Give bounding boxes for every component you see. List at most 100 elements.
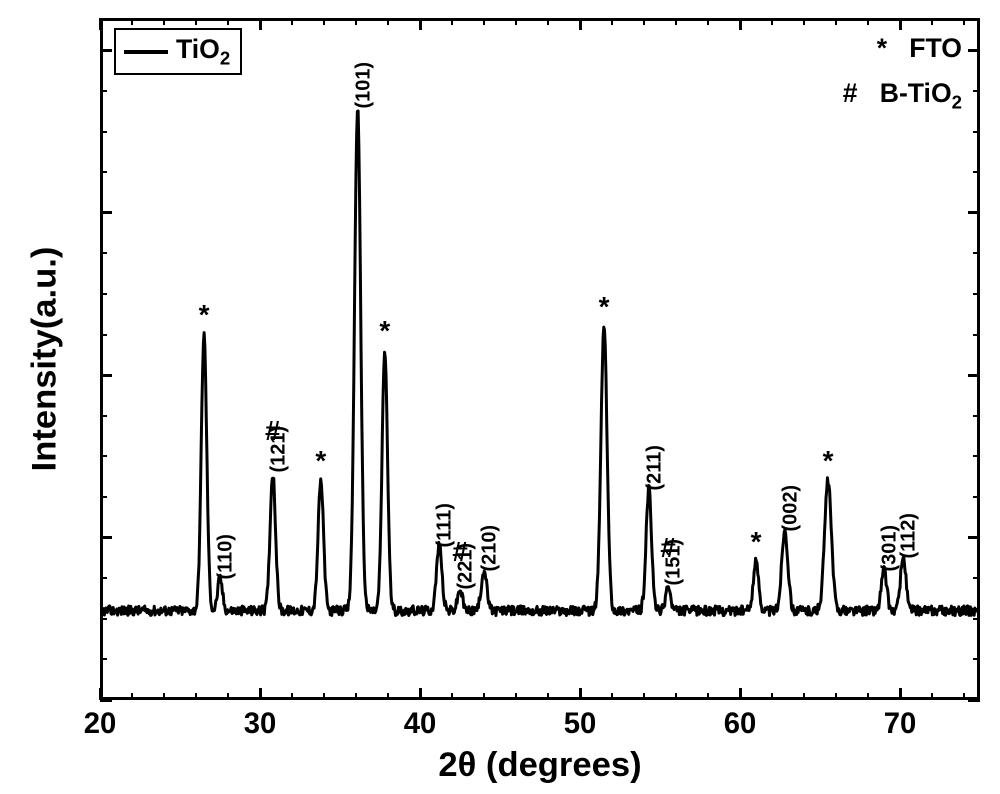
peak-symbol: *	[199, 299, 210, 331]
x-tick-minor	[931, 693, 933, 700]
axis-right	[977, 18, 980, 700]
x-tick-major	[259, 688, 262, 700]
axis-left	[100, 18, 103, 700]
y-tick-minor	[973, 131, 980, 133]
x-tick-minor	[835, 693, 837, 700]
y-tick-minor	[100, 252, 107, 254]
peak-symbol: *	[599, 291, 610, 323]
y-tick-major	[100, 49, 112, 52]
y-tick-major	[968, 49, 980, 52]
x-tick-label: 50	[564, 708, 597, 741]
y-tick-minor	[100, 90, 107, 92]
y-tick-minor	[973, 415, 980, 417]
peak-miller-label: (151)	[663, 539, 686, 586]
x-tick-major	[739, 18, 742, 30]
y-tick-minor	[973, 618, 980, 620]
x-tick-minor	[643, 693, 645, 700]
x-tick-major	[899, 688, 902, 700]
plot-area: TiO2 * FTO # B-TiO2 203040506070 *(110)#…	[100, 18, 980, 700]
x-tick-label: 30	[244, 708, 277, 741]
y-tick-minor	[973, 171, 980, 173]
y-tick-major	[100, 699, 112, 702]
x-tick-minor	[675, 18, 677, 25]
x-tick-minor	[515, 693, 517, 700]
symbol-key: * FTO # B-TiO2	[843, 18, 980, 118]
x-tick-minor	[771, 693, 773, 700]
y-tick-minor	[973, 334, 980, 336]
symbol-key-btio2-sub: 2	[952, 92, 962, 113]
x-tick-major	[99, 18, 102, 30]
y-tick-minor	[973, 577, 980, 579]
y-tick-minor	[100, 658, 107, 660]
x-tick-minor	[707, 693, 709, 700]
x-tick-minor	[323, 693, 325, 700]
symbol-key-btio2-symbol: #	[843, 78, 858, 108]
x-tick-minor	[707, 18, 709, 25]
y-tick-major	[100, 374, 112, 377]
y-tick-minor	[973, 455, 980, 457]
x-tick-minor	[195, 18, 197, 25]
x-tick-minor	[195, 693, 197, 700]
y-tick-minor	[100, 293, 107, 295]
x-tick-minor	[611, 693, 613, 700]
peak-symbol: *	[751, 526, 762, 558]
x-tick-minor	[483, 693, 485, 700]
y-tick-minor	[100, 334, 107, 336]
symbol-key-line-fto: * FTO	[843, 26, 962, 71]
y-axis-label: Intensity(a.u.)	[26, 247, 65, 472]
x-tick-minor	[355, 18, 357, 25]
x-axis-label: 2θ (degrees)	[438, 746, 641, 785]
x-tick-minor	[387, 18, 389, 25]
x-tick-minor	[515, 18, 517, 25]
peak-symbol: *	[823, 445, 834, 477]
x-tick-minor	[867, 693, 869, 700]
x-tick-minor	[291, 18, 293, 25]
y-tick-minor	[100, 618, 107, 620]
peak-miller-label: (101)	[352, 62, 375, 109]
x-tick-minor	[451, 18, 453, 25]
x-tick-minor	[131, 693, 133, 700]
peak-miller-label: (112)	[898, 513, 921, 558]
x-tick-minor	[963, 693, 965, 700]
x-tick-minor	[291, 693, 293, 700]
legend-line-sample	[124, 50, 168, 54]
y-tick-minor	[100, 577, 107, 579]
x-tick-major	[579, 688, 582, 700]
x-tick-minor	[835, 18, 837, 25]
y-tick-major	[968, 536, 980, 539]
x-tick-minor	[323, 18, 325, 25]
symbol-key-btio2-text: B-TiO	[880, 78, 952, 108]
peak-miller-label: (121)	[267, 426, 290, 473]
spectrum-svg	[100, 18, 980, 700]
x-tick-minor	[163, 18, 165, 25]
y-tick-minor	[973, 293, 980, 295]
x-tick-minor	[547, 693, 549, 700]
peak-miller-label: (002)	[779, 484, 802, 531]
x-tick-minor	[803, 693, 805, 700]
x-tick-major	[579, 18, 582, 30]
x-tick-major	[739, 688, 742, 700]
x-tick-minor	[387, 693, 389, 700]
y-tick-major	[968, 211, 980, 214]
y-tick-minor	[100, 171, 107, 173]
symbol-key-line-btio2: # B-TiO2	[843, 71, 962, 118]
peak-miller-label: (211)	[643, 445, 666, 490]
y-tick-major	[968, 374, 980, 377]
x-tick-minor	[931, 18, 933, 25]
x-tick-minor	[163, 693, 165, 700]
x-tick-major	[259, 18, 262, 30]
x-tick-minor	[547, 18, 549, 25]
y-tick-minor	[973, 496, 980, 498]
y-tick-minor	[973, 252, 980, 254]
x-tick-minor	[355, 693, 357, 700]
peak-miller-label: (221)	[455, 543, 478, 590]
y-tick-minor	[100, 455, 107, 457]
y-tick-major	[100, 536, 112, 539]
x-tick-label: 40	[404, 708, 437, 741]
y-tick-minor	[973, 90, 980, 92]
y-tick-minor	[100, 415, 107, 417]
peak-miller-label: (110)	[215, 534, 238, 579]
x-tick-minor	[963, 18, 965, 25]
x-tick-label: 20	[84, 708, 117, 741]
peak-symbol: *	[315, 445, 326, 477]
